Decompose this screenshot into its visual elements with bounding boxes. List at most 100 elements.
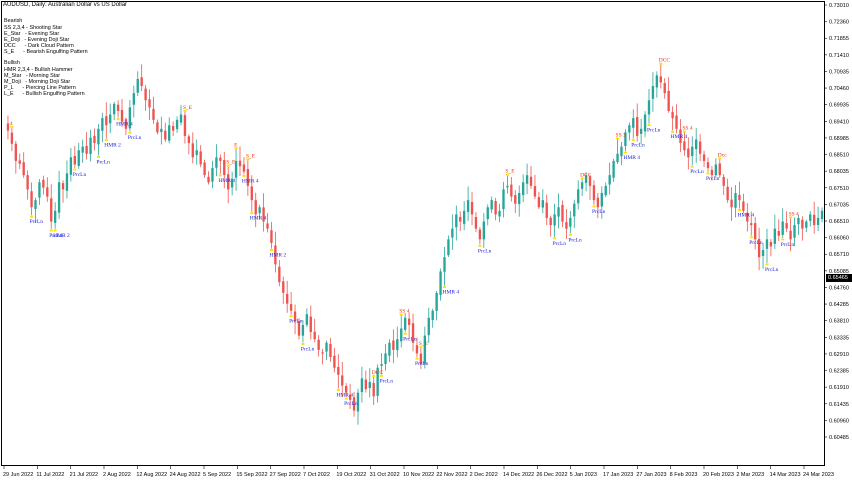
pattern-marker [128,131,132,134]
bear-candle [514,195,517,204]
bull-candle [101,118,104,131]
time-axis-label: 21 Jul 2022 [70,472,98,478]
price-axis-label: 0.63810 [829,319,849,325]
pattern-marker [568,233,572,236]
bear-candle [348,394,352,400]
bullish-pattern-label: PrcLn [592,209,606,215]
bear-candle [337,367,340,375]
bull-candle [695,139,698,150]
legend-bullish-item: M_Doji - Morning Doji Star [4,79,71,85]
bull-candle [175,119,179,130]
bullish-pattern-label: PrcLn [765,267,779,273]
bull-candle [616,153,619,162]
bear-candle [85,145,88,154]
legend-bearish-heading: Bearish [4,18,23,24]
pattern-marker [403,332,407,335]
bear-candle [675,115,678,129]
bullish-pattern-label: PrcLn [647,128,661,134]
bearish-pattern-label: E [234,142,238,148]
pattern-marker [301,343,305,346]
bull-candle [820,210,824,220]
time-axis-label: 14 Mar 2023 [770,472,801,478]
bear-candle [120,109,124,122]
bullish-pattern-label: HMR 4 [218,178,235,184]
bullish-pattern-label: PrcLn [415,361,429,367]
bear-candle [592,185,596,201]
bullish-pattern-label: PrcLn [73,172,87,178]
price-axis-label: 0.62385 [829,369,849,375]
bear-candle [140,77,143,87]
pattern-marker [781,238,785,241]
bear-candle [333,355,336,368]
bear-candle [757,238,761,258]
price-axis-label: 0.70935 [829,69,849,75]
bullish-pattern-label: PrcLn [781,242,795,248]
pattern-marker [647,124,651,127]
bearish-pattern-label: S_E [246,153,256,159]
bull-candle [447,239,450,256]
bear-candle [596,197,600,208]
time-axis-label: 2 Mar 2023 [736,472,764,478]
bull-candle [168,125,171,141]
bear-candle [726,186,729,201]
bull-candle [639,128,643,134]
price-axis-label: 0.60960 [829,418,849,424]
bear-candle [199,151,202,165]
bear-candle [152,108,155,120]
time-axis-label: 12 Aug 2022 [136,472,167,478]
bull-candle [81,146,84,153]
bear-candle [753,223,757,240]
bear-candle [124,119,128,129]
legend-bullish-item: P_L - Piercing Line Pattern [4,85,76,91]
bear-candle [250,186,253,201]
bull-candle [490,200,493,210]
bear-candle [274,245,277,265]
bear-candle [329,343,332,358]
bear-candle [46,187,49,197]
time-axis-label: 14 Dec 2022 [503,472,534,478]
price-axis-label: 0.68035 [829,169,849,175]
plot-area[interactable] [1,1,825,466]
pattern-marker [344,397,348,400]
pattern-marker [399,313,403,316]
bear-candle [105,116,108,126]
bear-candle [588,176,592,186]
time-axis-label: 2 Dec 2022 [470,472,498,478]
pattern-marker [718,157,722,160]
bear-candle [545,202,548,218]
bull-candle [65,173,69,191]
price-axis-label: 0.65710 [829,252,849,258]
bear-candle [238,160,242,167]
bear-candle [407,318,411,325]
pattern-marker [505,173,509,176]
bullish-pattern-label: HMR 4 [250,216,267,222]
time-axis-label: 22 Nov 2022 [436,472,467,478]
bull-candle [423,335,427,365]
bear-candle [364,379,368,390]
bull-candle [112,103,116,115]
price-axis-label: 0.68510 [829,153,849,159]
bear-candle [227,174,230,190]
bull-candle [455,214,458,228]
bull-candle [466,200,470,212]
bullish-pattern-label: HMR 4 [116,122,133,128]
legend-bullish-item: L_E - Bullish Engulfing Pattern [4,91,85,97]
bull-candle [577,189,580,204]
bull-candle [632,118,635,128]
bear-candle [183,115,187,136]
bear-candle [289,304,293,311]
pattern-marker [53,229,57,232]
bull-candle [301,324,305,336]
current-price-label: 0.65465 [826,273,852,282]
bear-candle [18,160,21,164]
bull-candle [215,157,218,168]
bull-candle [765,239,769,249]
pattern-marker [478,244,482,247]
bear-candle [746,212,749,222]
bull-candle [451,228,454,238]
bear-candle [801,219,804,229]
bull-candle [403,317,407,330]
bullish-pattern-label: HMR 4 [242,178,259,184]
